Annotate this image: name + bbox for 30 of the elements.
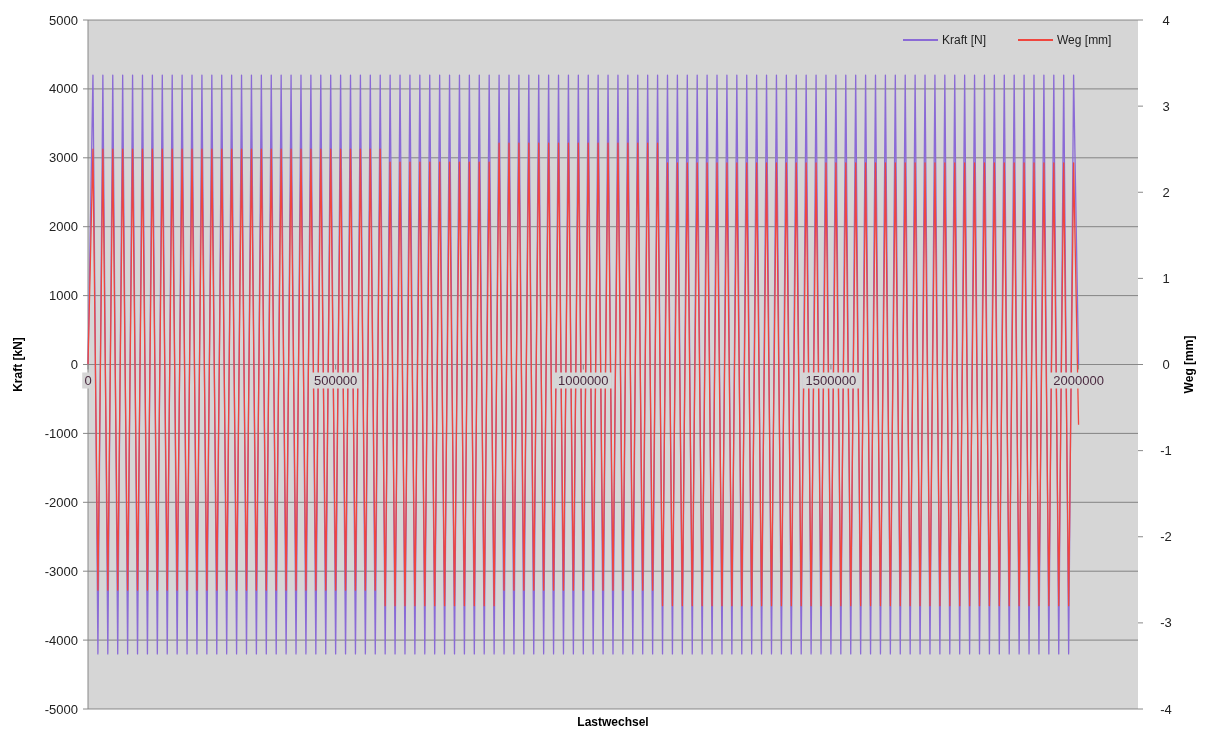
y2-tick-label: -1 [1160,443,1172,459]
y-tick-label: -1000 [44,425,78,441]
y-tick-label: 5000 [49,12,78,28]
x-tick-label: 1500000 [805,372,857,388]
y-tick-label: -5000 [44,701,78,717]
x-axis-title: Lastwechsel [577,715,649,729]
x-tick-label: 500000 [313,372,358,388]
y-tick-label: -2000 [44,494,78,510]
y-tick-label: 3000 [49,150,78,166]
y-tick-label: 0 [70,357,78,373]
y2-tick-label: -2 [1160,529,1172,545]
y2-axis-title: Weg [mm] [1182,335,1196,394]
y2-tick-label: 3 [1162,98,1170,114]
x-tick-label: 2000000 [1053,372,1104,388]
y-axis-title: Kraft [kN] [11,337,25,392]
legend-label: Weg [mm] [1057,33,1112,48]
y-tick-label: -3000 [44,563,78,579]
x-tick-label: 0 [84,372,92,388]
y-tick-label: 4000 [49,81,78,97]
y2-tick-label: 0 [1162,357,1170,373]
y-tick-label: -4000 [44,632,78,648]
y2-tick-label: -4 [1160,701,1172,717]
y-tick-label: 1000 [49,288,78,304]
y2-tick-label: -3 [1160,615,1172,631]
y2-tick-label: 2 [1162,184,1170,200]
y-tick-label: 2000 [49,219,78,235]
x-tick-label: 1000000 [557,372,609,388]
legend-label: Kraft [N] [942,33,987,48]
y2-tick-label: 1 [1162,270,1170,286]
y2-tick-label: 4 [1162,12,1170,28]
